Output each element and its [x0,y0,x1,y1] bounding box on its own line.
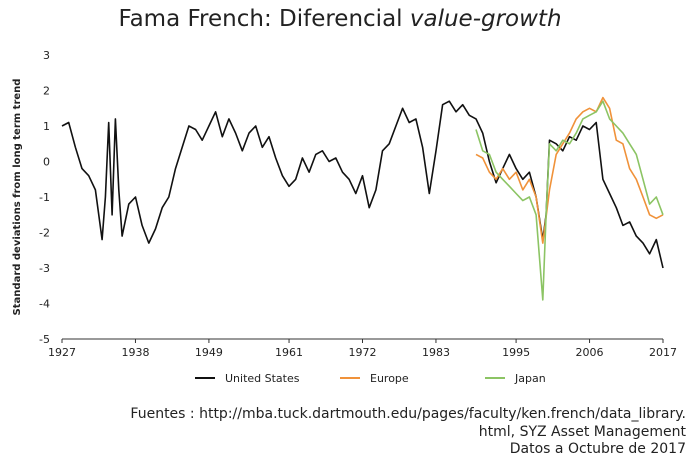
legend-label: Japan [514,372,546,385]
x-tick-label: 1961 [275,346,303,359]
y-tick-label: -1 [39,191,50,204]
series-line [475,100,664,301]
x-tick-label: 2017 [649,346,677,359]
series-line [475,96,664,244]
x-tick-label: 1983 [422,346,450,359]
x-tick-label: 1972 [349,346,377,359]
y-tick-label: -4 [39,298,50,311]
title-main: Fama French: Diferencial [118,6,402,32]
y-tick-label: -2 [39,227,50,240]
y-tick-label: -3 [39,262,50,275]
source-line: Fuentes : http://mba.tuck.dartmouth.edu/… [130,406,686,422]
source-line: html, SYZ Asset Management [479,424,687,440]
title-emphasis: value-growth [410,6,562,32]
chart-title: Fama French: Diferencial value-growth [118,6,561,32]
legend-label: United States [225,372,300,385]
source-line: Datos a Octubre de 2017 [510,441,686,456]
x-tick-label: 1938 [121,346,149,359]
y-tick-label: 2 [43,85,50,98]
legend-label: Europe [370,372,409,385]
y-tick-label: 0 [43,156,50,169]
x-tick-label: 2006 [576,346,604,359]
y-tick-label: 3 [43,49,50,62]
x-tick-label: 1949 [195,346,223,359]
y-tick-label: 1 [43,120,50,133]
y-axis-label: Standard deviations from long term trend [12,79,23,316]
x-tick-label: 1995 [502,346,530,359]
x-tick-label: 1927 [48,346,76,359]
y-tick-label: -5 [39,333,50,346]
